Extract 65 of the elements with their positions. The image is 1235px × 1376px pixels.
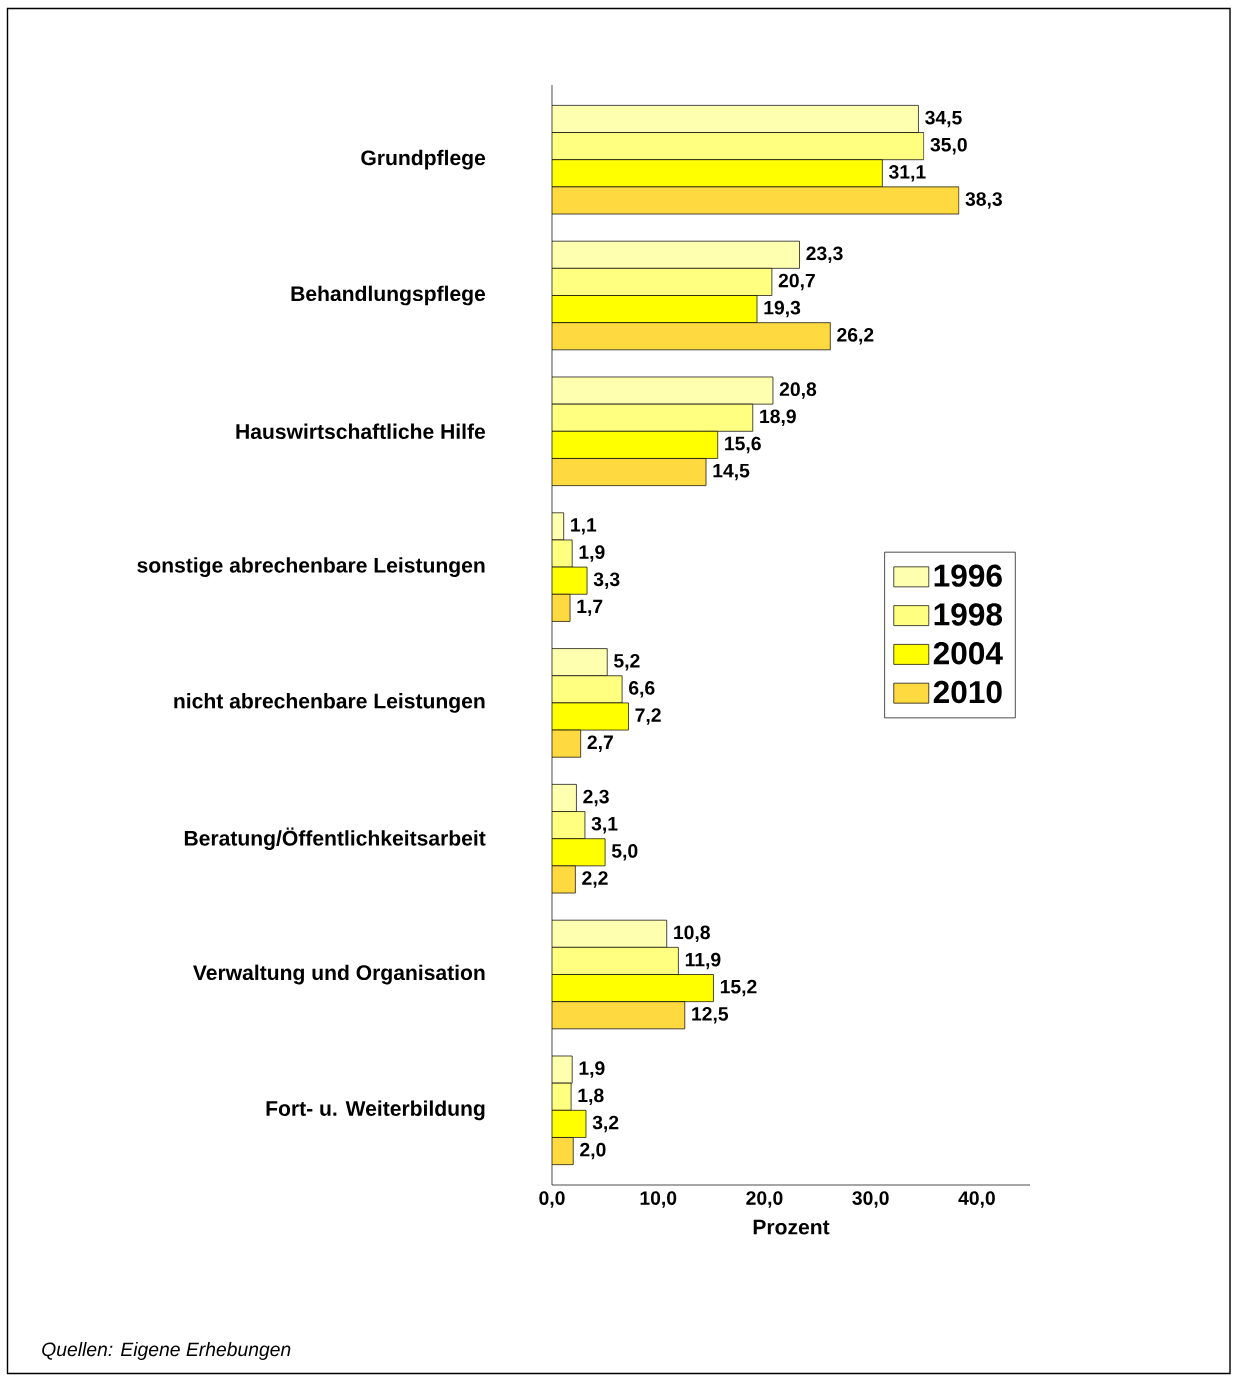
y-tick-label: nicht abrechenbare Leistungen <box>174 693 485 713</box>
data-label: 3,2 <box>592 1115 619 1133</box>
bar <box>552 1109 587 1138</box>
data-label: 15,2 <box>720 979 757 997</box>
data-label: 5,0 <box>611 844 638 861</box>
data-label: 10,8 <box>674 925 710 943</box>
y-tick-label: Grundpflege <box>361 149 486 170</box>
data-label: 5,2 <box>614 653 640 671</box>
y-tick-label: Fort- u. Weiterbildung <box>266 1100 485 1121</box>
data-label: 2,3 <box>583 789 609 807</box>
data-label: 35,0 <box>930 137 967 155</box>
bar <box>552 675 623 704</box>
bar <box>552 702 629 731</box>
bar <box>552 947 679 975</box>
y-tick-label: Verwaltung und Organisation <box>193 964 485 985</box>
bar <box>552 430 719 459</box>
y-tick-label: sonstige abrechenbare Leistungen <box>137 557 485 577</box>
data-label: 1,7 <box>577 599 603 617</box>
data-label: 38,3 <box>965 192 1002 209</box>
bar <box>552 811 586 840</box>
x-axis-title: Prozent <box>753 1219 830 1235</box>
data-label: 14,5 <box>713 463 750 481</box>
legend-label: 2004 <box>933 642 1003 665</box>
data-label: 2,2 <box>582 871 608 888</box>
y-tick-label: Hauswirtschaftliche Hilfe <box>236 423 486 440</box>
y-tick-label: Beratung/Öffentlichkeitsarbeit <box>184 827 486 850</box>
data-label: 1,8 <box>578 1088 604 1105</box>
data-label: 2,7 <box>587 735 613 752</box>
bar <box>552 403 754 432</box>
bar <box>552 132 925 161</box>
data-label: 20,8 <box>779 382 817 399</box>
data-label: 2,0 <box>580 1142 606 1160</box>
data-label: 20,7 <box>778 273 815 291</box>
source-note: Quellen: Eigene Erhebungen <box>42 1341 291 1360</box>
y-tick-label: Behandlungspflege <box>291 285 486 306</box>
x-tick-label: 10,0 <box>640 1191 677 1208</box>
legend-label: 1998 <box>934 603 1003 626</box>
data-label: 1,1 <box>571 518 597 535</box>
data-label: 18,9 <box>760 409 796 426</box>
data-label: 15,6 <box>725 436 761 454</box>
bar <box>552 838 606 867</box>
x-tick-label: 40,0 <box>958 1191 995 1208</box>
data-label: 6,6 <box>629 681 655 698</box>
bar <box>552 974 714 1003</box>
data-label: 7,2 <box>635 708 661 725</box>
x-tick-label: 0,0 <box>539 1191 565 1208</box>
data-label: 1,9 <box>579 1061 605 1078</box>
data-label: 19,3 <box>764 300 801 318</box>
bar <box>552 159 883 188</box>
data-label: 26,2 <box>837 328 874 345</box>
legend-label: 1996 <box>934 564 1002 587</box>
data-label: 12,5 <box>692 1007 729 1024</box>
bar <box>552 267 773 296</box>
data-label: 1,9 <box>579 545 605 562</box>
data-label: 23,3 <box>806 246 843 264</box>
x-tick-label: 30,0 <box>852 1191 889 1208</box>
legend-label: 2010 <box>933 680 1002 704</box>
data-label: 3,1 <box>591 816 618 834</box>
data-label: 34,5 <box>925 110 962 128</box>
data-label: 11,9 <box>685 952 721 970</box>
data-label: 3,3 <box>593 572 620 589</box>
bar <box>552 295 758 324</box>
x-tick-label: 20,0 <box>746 1191 783 1208</box>
data-label: 31,1 <box>889 165 926 182</box>
bar <box>552 566 588 595</box>
